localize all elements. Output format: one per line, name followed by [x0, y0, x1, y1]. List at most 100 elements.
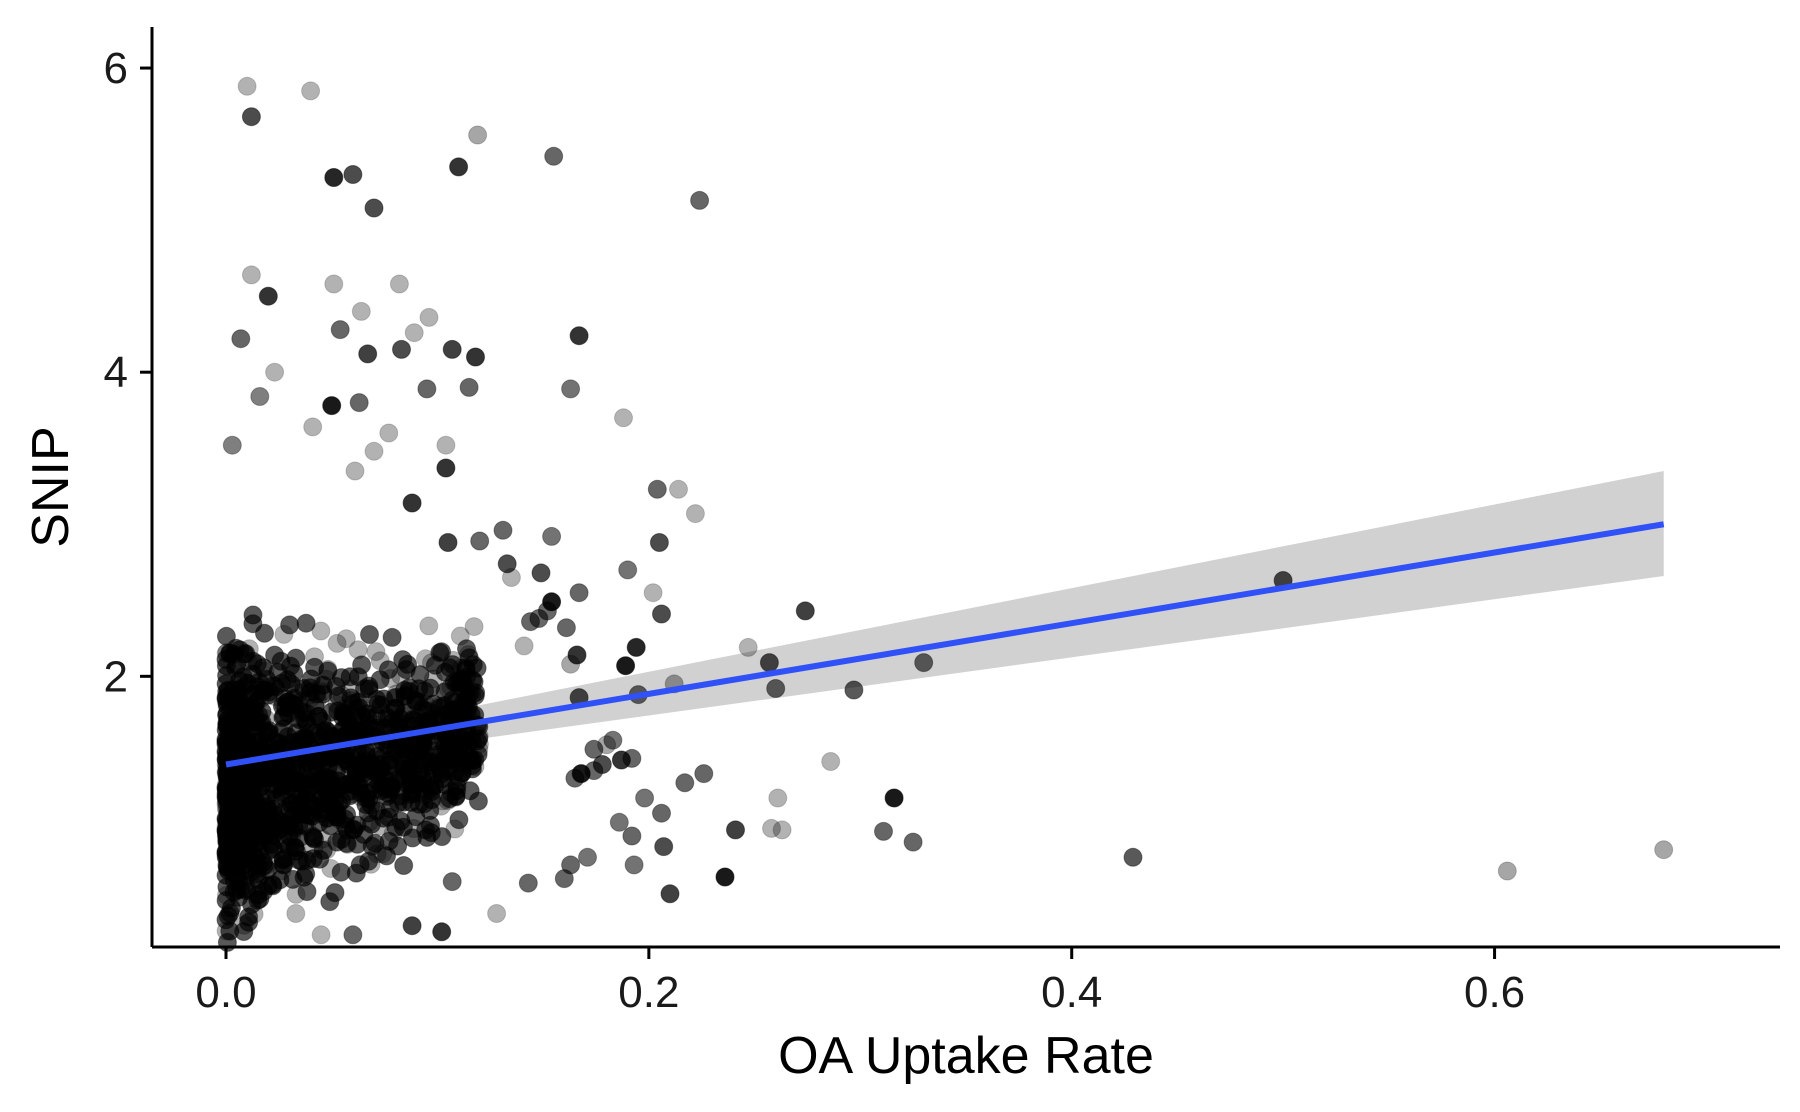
data-point — [330, 320, 350, 340]
data-point — [294, 867, 314, 887]
data-point — [379, 423, 399, 443]
data-point — [263, 875, 282, 894]
data-point — [399, 678, 419, 698]
data-point — [322, 396, 342, 416]
data-point — [652, 604, 671, 624]
data-point — [328, 771, 348, 791]
data-point — [390, 768, 410, 788]
data-point — [416, 649, 435, 669]
data-point — [248, 885, 268, 905]
data-point — [351, 301, 371, 321]
data-point — [382, 627, 402, 647]
data-point — [766, 679, 786, 698]
data-point — [356, 795, 376, 815]
x-axis-title: OA Uptake Rate — [778, 1027, 1154, 1085]
y-tick-label: 4 — [104, 348, 128, 397]
data-point — [402, 916, 422, 936]
data-point — [217, 823, 237, 843]
data-point — [404, 323, 424, 343]
data-point — [324, 274, 344, 294]
data-point — [252, 759, 272, 779]
data-point — [449, 157, 469, 177]
data-point — [237, 76, 257, 96]
data-point — [394, 856, 414, 875]
data-point — [344, 708, 364, 728]
data-point — [226, 638, 246, 658]
data-point — [403, 828, 422, 848]
data-point — [622, 748, 642, 768]
data-point — [364, 441, 384, 461]
data-point — [821, 752, 841, 771]
data-point — [217, 848, 236, 867]
data-point — [279, 826, 299, 846]
data-point — [327, 633, 347, 653]
trend-line — [225, 521, 1665, 768]
data-point — [531, 563, 551, 583]
data-point — [234, 922, 254, 941]
data-point — [463, 670, 483, 690]
data-point — [240, 826, 260, 846]
trend-line-layer — [225, 521, 1665, 768]
data-point — [359, 812, 379, 832]
data-point — [542, 526, 562, 546]
data-point — [217, 682, 237, 702]
data-point — [457, 639, 476, 659]
data-point — [411, 737, 431, 757]
data-point — [404, 710, 424, 730]
x-tick-label: 0.0 — [195, 968, 256, 1017]
data-point — [1123, 847, 1143, 867]
data-point — [216, 643, 236, 663]
data-point — [391, 811, 411, 831]
data-point — [337, 833, 357, 853]
data-point — [278, 727, 298, 747]
data-point — [303, 417, 323, 437]
data-point — [441, 782, 461, 802]
data-point — [286, 904, 306, 923]
data-point — [844, 680, 864, 700]
plot-area — [216, 76, 1674, 952]
data-point — [669, 479, 688, 499]
data-point — [222, 435, 242, 455]
data-point — [414, 794, 434, 814]
data-point — [435, 682, 455, 702]
data-point — [389, 274, 409, 294]
data-point — [759, 653, 779, 673]
x-tick-label: 0.4 — [1041, 968, 1102, 1017]
data-point — [226, 772, 245, 792]
data-point — [690, 190, 710, 210]
data-point — [366, 642, 386, 662]
data-point — [430, 643, 450, 663]
data-point — [456, 691, 476, 711]
data-point — [364, 198, 384, 218]
data-point — [310, 849, 330, 869]
data-point — [694, 764, 714, 784]
data-point — [320, 892, 340, 912]
data-point — [603, 730, 623, 750]
data-point — [396, 660, 416, 680]
data-point — [772, 820, 792, 840]
data-point — [643, 583, 663, 603]
data-point — [234, 915, 254, 935]
data-point — [449, 810, 469, 830]
data-point — [255, 623, 274, 643]
data-point — [334, 751, 354, 771]
y-axis-title: SNIP — [22, 426, 80, 547]
data-point — [296, 613, 316, 633]
data-point — [286, 708, 306, 728]
data-point — [768, 788, 788, 808]
data-point — [231, 329, 251, 349]
data-point — [301, 81, 321, 101]
data-point — [914, 653, 934, 673]
data-point — [440, 658, 460, 678]
data-point — [336, 629, 356, 649]
data-point — [417, 379, 437, 399]
data-point — [654, 837, 674, 857]
data-point — [321, 702, 341, 722]
data-point — [331, 668, 351, 688]
data-point — [378, 779, 398, 799]
data-point — [359, 715, 378, 735]
data-point — [257, 669, 277, 689]
data-point — [414, 785, 434, 805]
data-point — [404, 819, 424, 838]
